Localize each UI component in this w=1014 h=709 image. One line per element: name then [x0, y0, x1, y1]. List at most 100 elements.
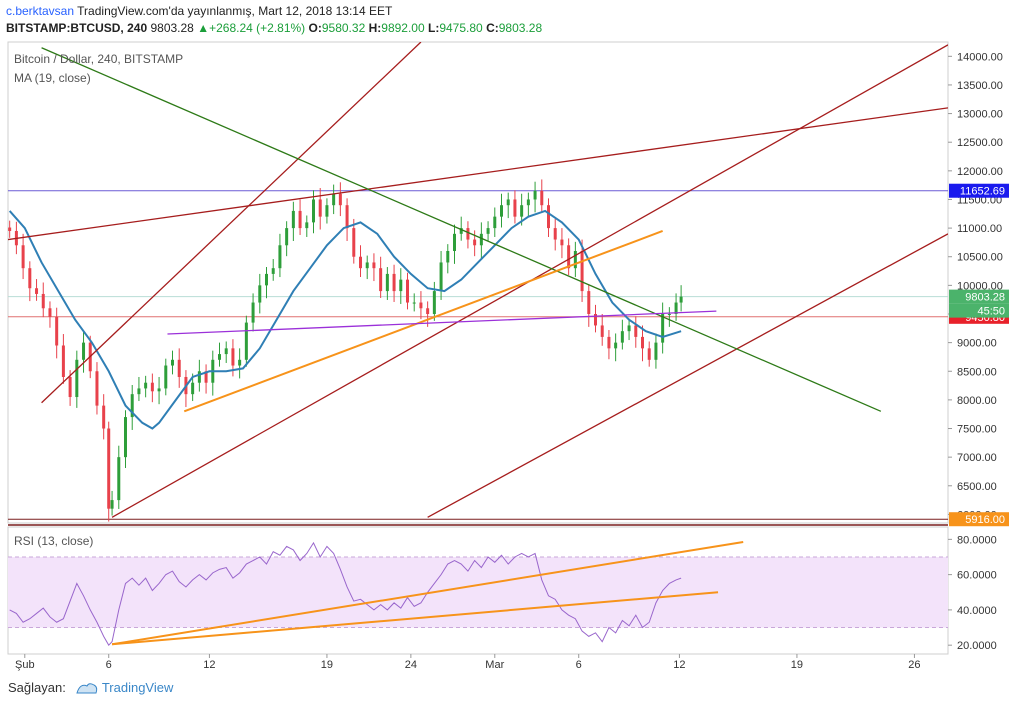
rsi-tick-label: 60.0000	[957, 570, 997, 582]
candle-body	[21, 245, 25, 269]
publish-line: c.berktavsan TradingView.com'da yayınlan…	[6, 3, 542, 20]
candle-body	[627, 325, 631, 332]
candle-body	[117, 457, 121, 501]
candle-body	[48, 308, 52, 317]
candle-body	[412, 302, 416, 304]
price-flag	[949, 183, 1009, 198]
candle-body	[594, 313, 597, 326]
price-tick-label: 14000.00	[957, 51, 1003, 63]
candle-body	[224, 348, 228, 355]
price-tick-label: 13500.00	[957, 80, 1003, 92]
candle-body	[667, 313, 671, 315]
rsi-tick-label: 40.0000	[957, 605, 997, 617]
candle-body	[171, 359, 174, 366]
candle-body	[164, 365, 168, 389]
close-label: C:	[486, 21, 499, 35]
legend-ma: MA (19, close)	[14, 71, 91, 85]
open-value: 9580.32	[321, 21, 366, 35]
last-price: 9803.28	[150, 21, 194, 35]
candle-body	[573, 251, 577, 269]
footer: Sağlayan: TradingView	[8, 680, 173, 695]
candle-body	[500, 205, 503, 217]
candle-body	[345, 205, 349, 229]
up-arrow-icon: ▲	[197, 21, 210, 35]
candle-body	[399, 279, 403, 292]
ohlc-line: BITSTAMP:BTCUSD, 240 9803.28 ▲+268.24 (+…	[6, 20, 542, 37]
candle-body	[661, 313, 665, 343]
candle-body	[446, 251, 450, 263]
candle-body	[124, 417, 127, 458]
candle-body	[338, 193, 342, 206]
time-tick-label: 19	[321, 659, 333, 671]
tradingview-brand: TradingView	[101, 680, 174, 695]
candle-body	[75, 359, 79, 398]
candle-body	[68, 376, 72, 398]
candle-body	[607, 336, 611, 349]
candle-body	[258, 285, 262, 303]
candle-body	[359, 256, 362, 269]
candle-body	[540, 190, 544, 206]
candle-body	[533, 190, 537, 200]
candle-body	[95, 371, 99, 406]
candle-body	[312, 199, 315, 223]
candle-body	[107, 428, 111, 509]
trendline	[8, 107, 948, 241]
candle-body	[459, 228, 463, 234]
candle-body	[305, 222, 309, 229]
price-flag-label: 11652.69	[960, 186, 1005, 198]
tradingview-link[interactable]: TradingView	[76, 680, 174, 695]
candle-body	[439, 262, 443, 292]
candle-body	[634, 325, 638, 337]
candle-body	[614, 342, 618, 349]
candle-body	[41, 293, 45, 309]
candle-body	[600, 325, 604, 337]
candle-body	[365, 262, 369, 269]
candle-body	[479, 233, 483, 246]
candle-body	[647, 348, 651, 360]
candle-body	[110, 500, 114, 509]
candle-body	[674, 302, 678, 314]
trendline	[183, 230, 663, 413]
candle-body	[654, 342, 658, 360]
candle-body	[35, 288, 39, 294]
rsi-band	[8, 556, 948, 628]
candle-body	[526, 199, 530, 206]
candle-body	[8, 227, 12, 231]
published-text: TradingView.com'da yayınlanmış, Mart 12,…	[77, 4, 393, 18]
rsi-tick-label: 80.0000	[957, 534, 997, 546]
symbol-label: BITSTAMP:BTCUSD, 240	[6, 21, 148, 35]
price-tick-label: 7000.00	[957, 452, 997, 464]
rsi-trendline	[111, 591, 719, 646]
candle-body	[265, 273, 268, 286]
author-link[interactable]: c.berktavsan	[6, 4, 75, 18]
candle-body	[506, 199, 510, 206]
high-value: 9892.00	[381, 21, 425, 35]
candle-body	[679, 296, 683, 303]
candle-body	[379, 268, 383, 292]
candle-body	[641, 336, 644, 349]
candle-body	[157, 388, 161, 392]
price-tick-label: 8500.00	[957, 366, 997, 378]
rsi-tick-label: 20.0000	[957, 640, 997, 652]
candle-body	[61, 345, 65, 377]
candle-body	[513, 199, 517, 217]
candle-body	[587, 291, 591, 314]
candle-body	[567, 245, 571, 269]
candle-body	[453, 233, 456, 252]
candle-body	[244, 322, 248, 360]
candle-body	[392, 273, 396, 292]
price-tick-label: 8000.00	[957, 395, 997, 407]
time-tick-label: 12	[203, 659, 215, 671]
footer-label: Sağlayan:	[8, 680, 66, 695]
legend-title: Bitcoin / Dollar, 240, BITSTAMP	[14, 52, 184, 66]
candle-body	[191, 382, 195, 395]
candle-body	[580, 251, 584, 292]
candle-body	[238, 359, 242, 366]
trendline	[167, 310, 717, 335]
price-flag-label: 5916.00	[965, 514, 1005, 526]
candle-body	[372, 262, 376, 269]
low-label: L:	[428, 21, 440, 35]
candle-body	[197, 371, 201, 383]
price-flag	[949, 512, 1009, 527]
